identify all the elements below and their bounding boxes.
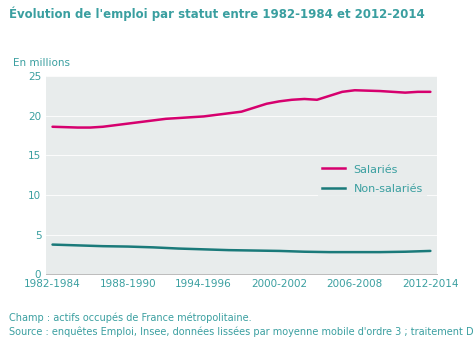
Legend: Salariés, Non-salariés: Salariés, Non-salariés (318, 160, 427, 199)
Text: Évolution de l'emploi par statut entre 1982-1984 et 2012-2014: Évolution de l'emploi par statut entre 1… (9, 7, 425, 21)
Text: Source : enquêtes Emploi, Insee, données lissées par moyenne mobile d'ordre 3 ; : Source : enquêtes Emploi, Insee, données… (9, 326, 474, 337)
Text: En millions: En millions (13, 58, 70, 68)
Text: Champ : actifs occupés de France métropolitaine.: Champ : actifs occupés de France métropo… (9, 313, 252, 323)
